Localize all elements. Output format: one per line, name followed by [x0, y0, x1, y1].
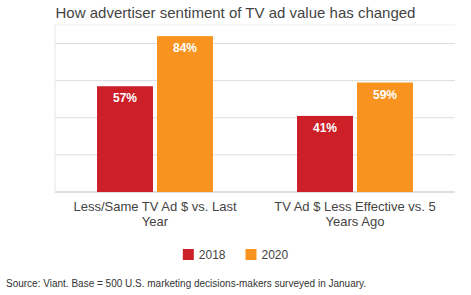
data-label: 41% — [313, 121, 337, 135]
data-labels: 57% 84% 41% 59% — [113, 41, 397, 135]
legend-label: 2020 — [262, 248, 289, 262]
data-label: 59% — [373, 88, 397, 102]
bar — [157, 36, 213, 192]
legend-item: 2020 — [246, 248, 289, 262]
axis-line — [55, 25, 56, 192]
legend-item: 2018 — [183, 248, 226, 262]
legend: 2018 2020 — [183, 248, 289, 262]
chart: How advertiser sentiment of TV ad value … — [0, 0, 471, 295]
bar — [97, 86, 153, 192]
grid-line — [55, 80, 455, 81]
source-note: Source: Viant. Base = 500 U.S. marketing… — [6, 278, 366, 289]
category-label: TV Ad $ Less Effective vs. 5Years Ago — [274, 199, 436, 229]
legend-label: 2018 — [199, 248, 226, 262]
bars — [97, 36, 413, 192]
legend-swatch — [246, 249, 257, 260]
bar — [357, 83, 413, 192]
data-label: 84% — [173, 41, 197, 55]
data-label: 57% — [113, 91, 137, 105]
chart-container: How advertiser sentiment of TV ad value … — [0, 0, 471, 295]
grid-line — [55, 43, 455, 44]
legend-swatch — [183, 249, 194, 260]
range-line — [55, 25, 455, 26]
category-label: Less/Same TV Ad $ vs. LastYear — [73, 199, 236, 229]
title: How advertiser sentiment of TV ad value … — [56, 4, 416, 21]
bar — [297, 116, 353, 192]
